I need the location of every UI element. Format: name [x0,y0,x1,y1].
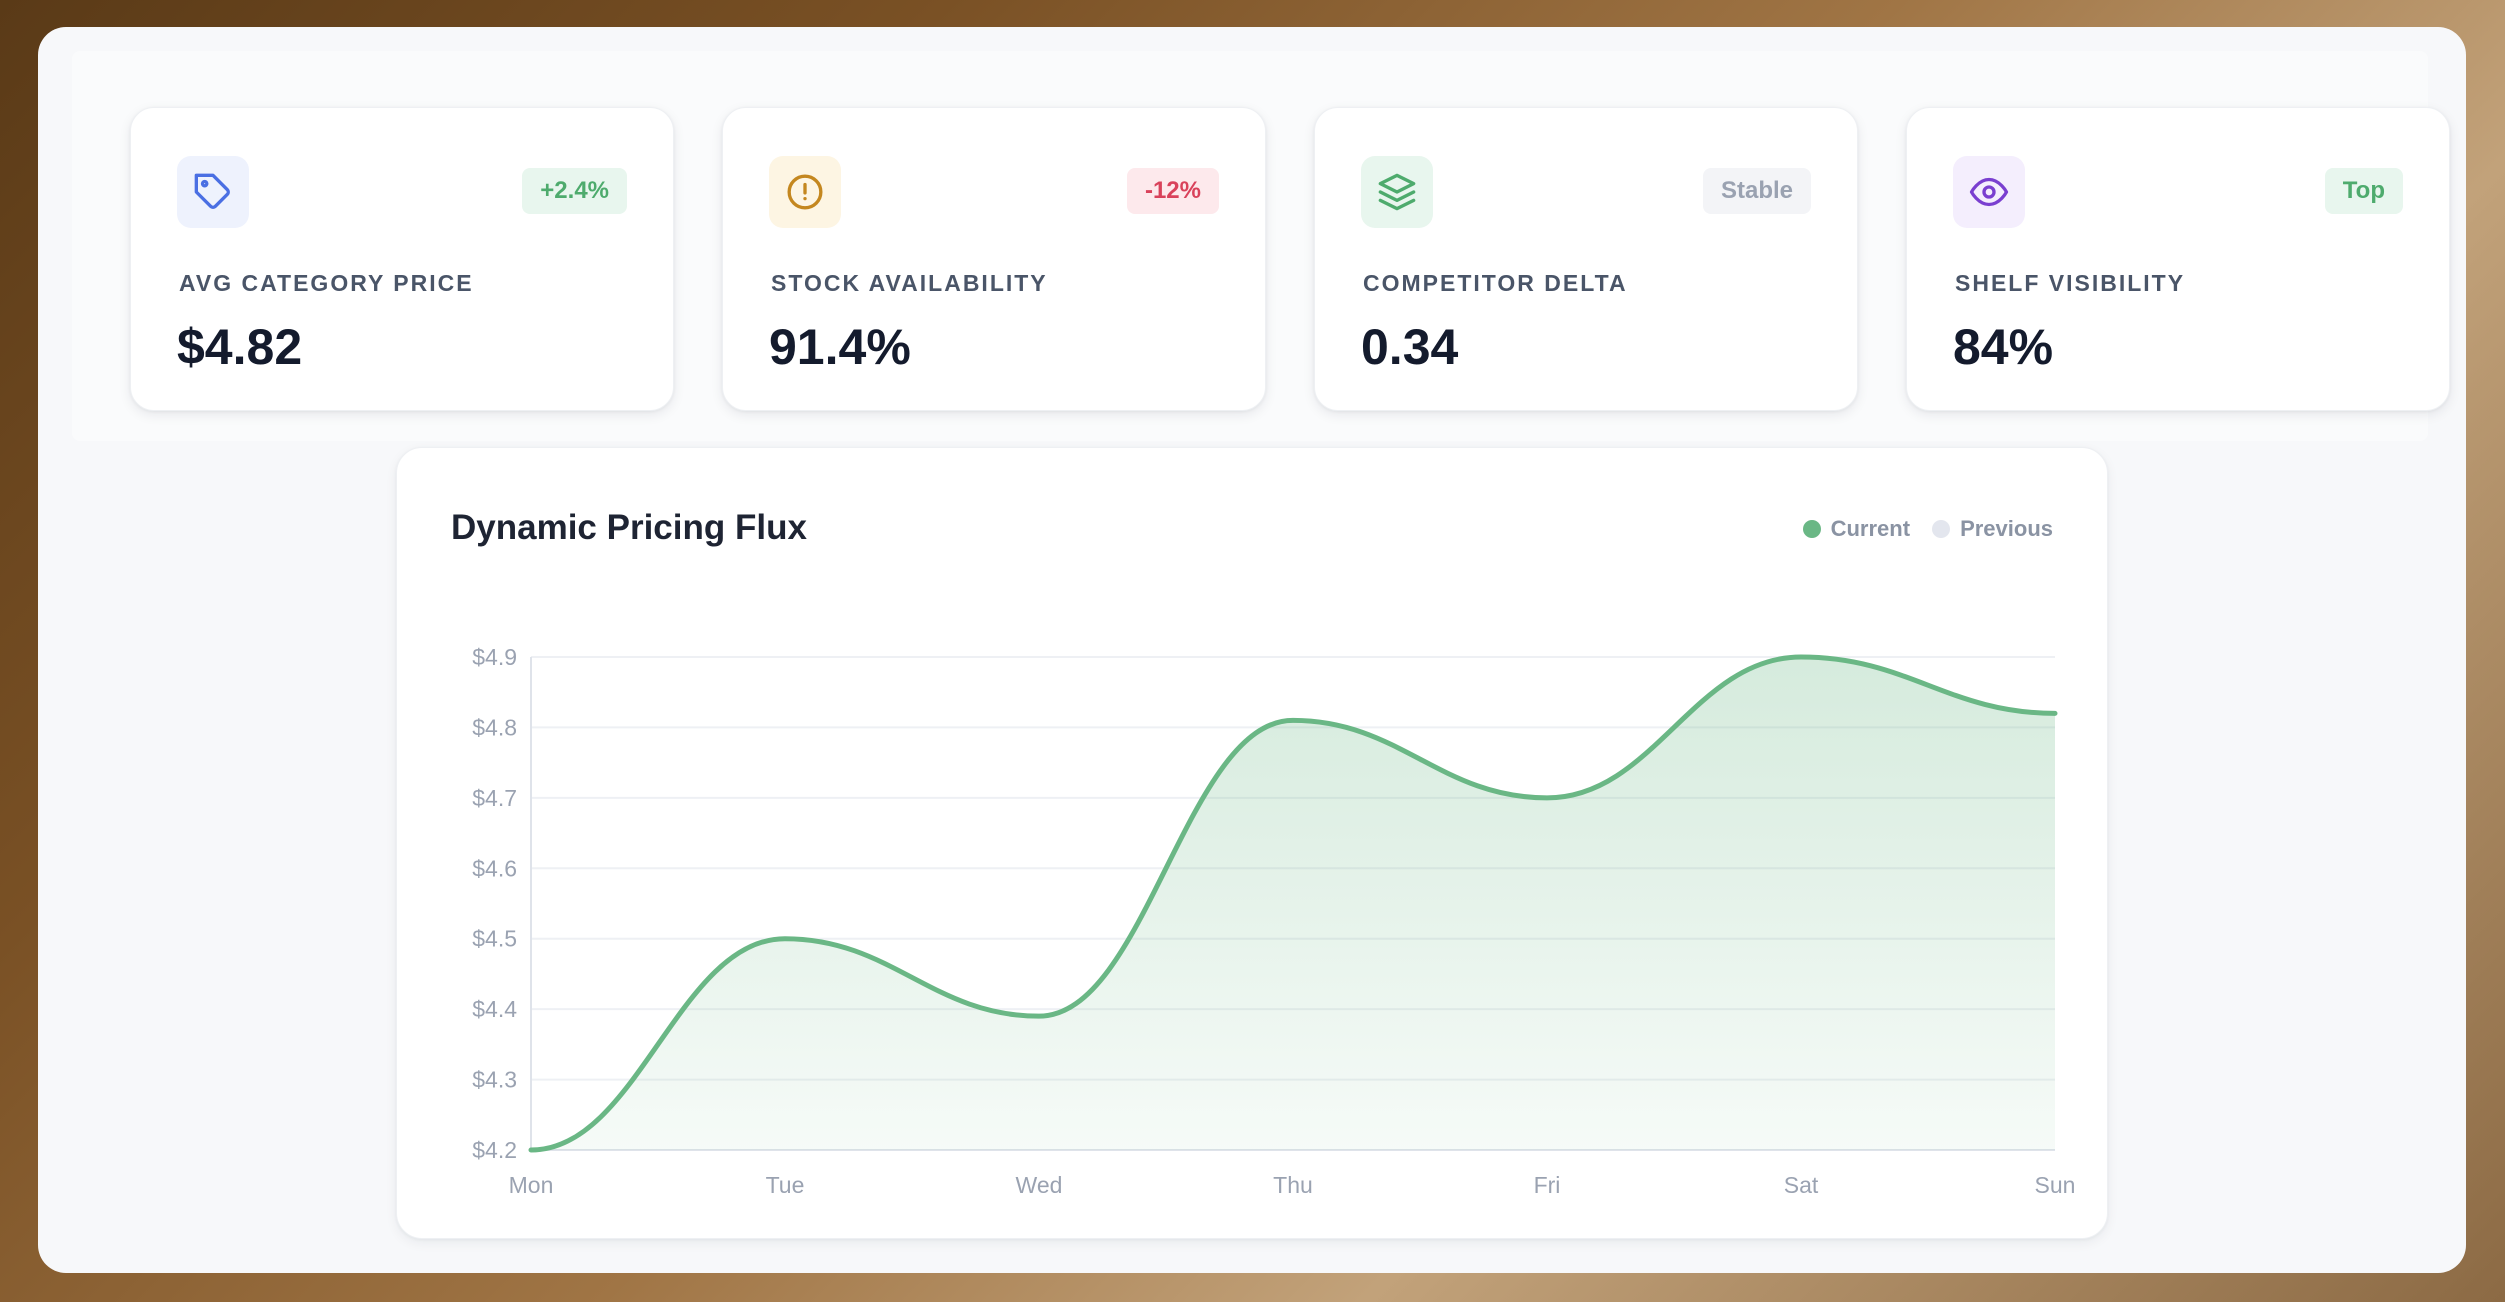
kpi-label: COMPETITOR DELTA [1363,270,1628,296]
y-tick-label: $4.5 [472,926,517,952]
alert-circle-icon [769,156,841,228]
y-tick-label: $4.8 [472,714,517,740]
kpi-label: SHELF VISIBILITY [1955,270,2186,296]
kpi-card-stock-availability[interactable]: -12% STOCK AVAILABILITY 91.4% [722,107,1266,411]
status-badge: Top [2324,168,2403,214]
kpi-value: 84% [1953,319,2054,375]
pricing-chart: $4.2 $4.3 $4.4 $4.5 $4.6 $4.7 $4.8 $4.9 Mon Tue We… [472,644,2076,1198]
data-point-thu[interactable] [1285,712,1301,728]
legend-item-current[interactable]: Current [1802,516,1911,542]
chart-title: Dynamic Pricing Flux [451,508,807,547]
series-area-current [531,657,2055,1150]
legend-label-current: Current [1830,516,1911,541]
x-tick-label: Thu [1273,1172,1313,1198]
eye-icon [1953,156,2025,228]
kpi-value: $4.82 [177,319,303,375]
y-tick-label: $4.9 [472,644,517,670]
kpi-card-avg-category-price[interactable]: +2.4% AVG CATEGORY PRICE $4.82 [130,107,674,411]
legend-item-previous[interactable]: Previous [1932,516,2053,542]
data-point-sun[interactable] [2047,705,2063,721]
kpi-label: STOCK AVAILABILITY [771,270,1048,296]
x-tick-label: Mon [509,1172,554,1198]
kpi-value: 91.4% [769,319,911,375]
chart-legend: Current Previous [1802,516,2053,542]
kpi-row: +2.4% AVG CATEGORY PRICE $4.82 -12% STOC… [72,51,2450,441]
kpi-label: AVG CATEGORY PRICE [179,270,474,296]
kpi-card-competitor-delta[interactable]: Stable COMPETITOR DELTA 0.34 [1314,107,1858,411]
data-point-fri[interactable] [1539,790,1555,806]
y-tick-label: $4.3 [472,1067,517,1093]
x-tick-label: Fri [1534,1172,1561,1198]
x-tick-label: Wed [1016,1172,1063,1198]
x-tick-label: Sat [1784,1172,1819,1198]
kpi-value: 0.34 [1361,319,1459,375]
y-tick-label: $4.4 [472,996,517,1022]
data-point-wed[interactable] [1031,1008,1047,1024]
layers-icon [1361,156,1433,228]
trend-badge: +2.4% [522,168,627,214]
x-tick-label: Tue [766,1172,805,1198]
legend-dot-previous [1932,520,1951,538]
data-point-sat[interactable] [1793,649,1809,665]
legend-label-previous: Previous [1960,516,2053,541]
data-point-tue[interactable] [777,931,793,947]
pricing-chart-card: Dynamic Pricing Flux Current Previous $4… [396,447,2108,1239]
x-tick-label: Sun [2035,1172,2076,1198]
y-tick-label: $4.2 [472,1137,517,1163]
tag-icon [177,156,249,228]
data-point-mon[interactable] [523,1142,539,1158]
kpi-card-shelf-visibility[interactable]: Top SHELF VISIBILITY 84% [1906,107,2450,411]
legend-dot-current [1802,520,1821,538]
trend-badge: -12% [1126,168,1219,214]
dashboard-panel: +2.4% AVG CATEGORY PRICE $4.82 -12% STOC… [38,27,2466,1273]
y-tick-label: $4.6 [472,855,517,881]
series-line-current[interactable] [528,654,2058,1153]
y-tick-label: $4.7 [472,785,517,811]
status-badge: Stable [1702,168,1811,214]
